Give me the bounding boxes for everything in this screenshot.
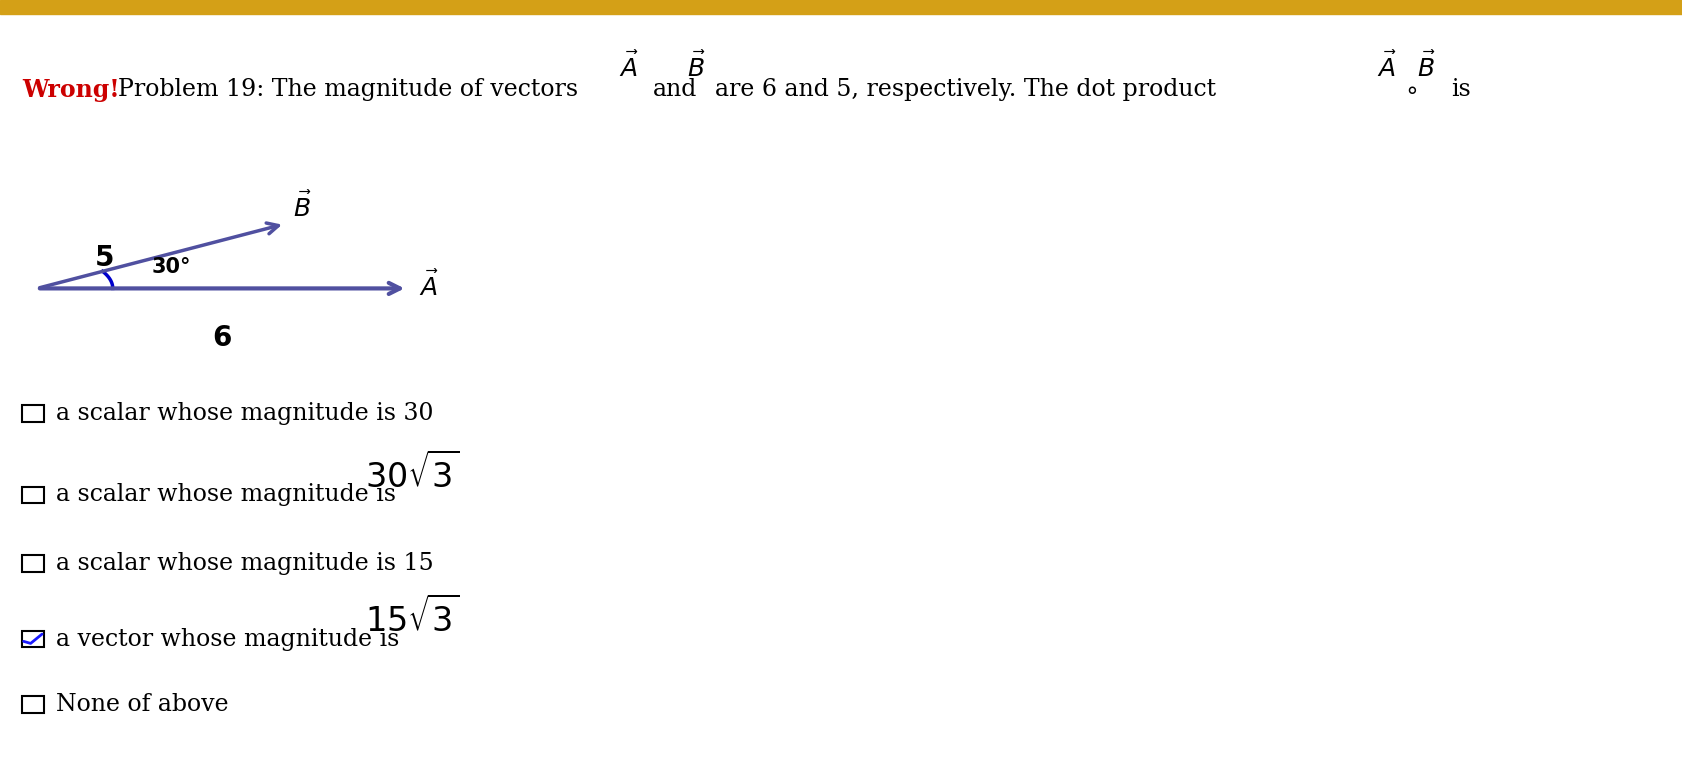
Bar (0, 0, 1682, 14)
Text: $15\sqrt{3}$: $15\sqrt{3}$ (365, 597, 459, 639)
Bar (22, 487, 44, 503)
Text: 6: 6 (212, 324, 232, 351)
Text: $\circ$: $\circ$ (1403, 78, 1416, 101)
Text: Problem 19: The magnitude of vectors: Problem 19: The magnitude of vectors (118, 78, 577, 101)
Bar (22, 631, 44, 647)
Text: 5: 5 (94, 244, 114, 272)
Text: and: and (653, 78, 696, 101)
Text: are 6 and 5, respectively. The dot product: are 6 and 5, respectively. The dot produ… (715, 78, 1216, 101)
Text: $\vec{B}$: $\vec{B}$ (1416, 52, 1435, 82)
Bar (22, 405, 44, 422)
Text: is: is (1450, 78, 1470, 101)
Text: $\vec{A}$: $\vec{A}$ (1376, 52, 1396, 82)
Text: a scalar whose magnitude is 15: a scalar whose magnitude is 15 (56, 552, 432, 575)
Text: a vector whose magnitude is: a vector whose magnitude is (56, 628, 405, 650)
Text: 30°: 30° (151, 257, 190, 277)
Text: None of above: None of above (56, 693, 229, 716)
Text: $\vec{B}$: $\vec{B}$ (686, 52, 705, 82)
Text: a scalar whose magnitude is 30: a scalar whose magnitude is 30 (56, 402, 432, 425)
Text: a scalar whose magnitude is: a scalar whose magnitude is (56, 483, 402, 506)
Text: $\vec{A}$: $\vec{A}$ (419, 271, 439, 301)
Text: Wrong!: Wrong! (22, 77, 119, 102)
Bar (22, 696, 44, 713)
Text: $\vec{B}$: $\vec{B}$ (293, 192, 311, 222)
Bar (22, 555, 44, 572)
Text: $30\sqrt{3}$: $30\sqrt{3}$ (365, 452, 459, 495)
Text: $\vec{A}$: $\vec{A}$ (619, 52, 639, 82)
